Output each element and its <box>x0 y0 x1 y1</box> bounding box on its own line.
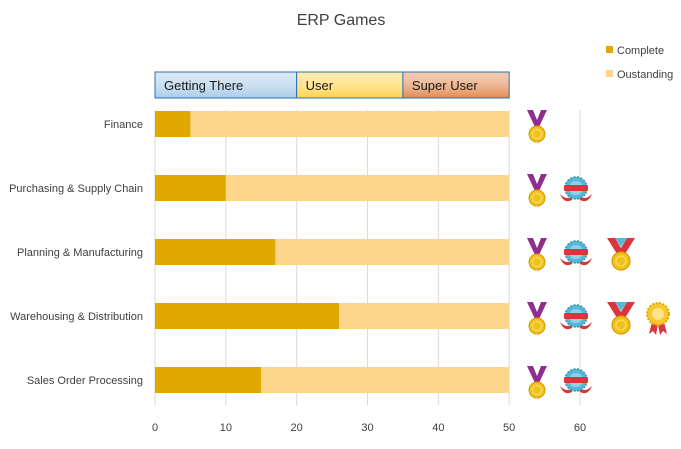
x-tick-label: 0 <box>152 422 158 434</box>
x-tick-label: 10 <box>220 422 232 434</box>
legend-label-outstanding: Oustanding <box>617 69 673 81</box>
gold-rosette-icon <box>646 302 670 335</box>
rosette-icon <box>560 240 592 266</box>
medal-icon <box>527 238 547 271</box>
medal-icon <box>527 302 547 335</box>
rosette-icon <box>560 368 592 394</box>
level-band-frame <box>296 71 404 99</box>
chart-title: ERP Games <box>297 12 386 29</box>
x-tick-label: 60 <box>574 422 586 434</box>
legend-label-complete: Complete <box>617 45 664 57</box>
legend: Complete Oustanding <box>606 45 673 81</box>
medal-icon <box>527 174 547 207</box>
bar-complete-purchasing-and-supply-chain <box>155 175 226 201</box>
bar-oustanding-purchasing-and-supply-chain <box>225 175 510 201</box>
bar-oustanding-finance <box>190 111 510 137</box>
category-label: Warehousing & Distribution <box>10 311 143 323</box>
bar-oustanding-planning-and-manufacturing <box>275 239 510 265</box>
rosette-icon <box>560 304 592 330</box>
rosette-icon <box>560 176 592 202</box>
category-labels: Finance Purchasing & Supply Chain Planning… <box>9 119 143 387</box>
badges <box>527 110 670 399</box>
ribbon-medal-icon <box>607 302 635 335</box>
category-label: Purchasing & Supply Chain <box>9 183 143 195</box>
medal-icon <box>527 366 547 399</box>
bar-complete-warehousing-and-distribution <box>155 303 340 329</box>
legend-swatch-complete <box>606 46 613 53</box>
x-tick-label: 30 <box>361 422 373 434</box>
level-band-frame <box>402 71 510 99</box>
bar-complete-planning-and-manufacturing <box>155 239 276 265</box>
bars <box>155 111 510 393</box>
ribbon-medal-icon <box>607 238 635 271</box>
level-band-label: User <box>306 78 334 93</box>
x-tick-label: 40 <box>432 422 444 434</box>
legend-swatch-outstanding <box>606 70 613 77</box>
category-label: Sales Order Processing <box>27 375 143 387</box>
category-label: Planning & Manufacturing <box>17 247 143 259</box>
bar-oustanding-sales-order-processing <box>261 367 510 393</box>
medal-icon <box>527 110 547 143</box>
bar-oustanding-warehousing-and-distribution <box>339 303 510 329</box>
bar-complete-sales-order-processing <box>155 367 262 393</box>
x-axis-ticks: 0 10 20 30 40 50 60 <box>152 422 586 434</box>
x-tick-label: 50 <box>503 422 515 434</box>
level-bands: Getting There User Super User <box>154 71 510 99</box>
category-label: Finance <box>104 119 143 131</box>
bar-complete-finance <box>155 111 191 137</box>
x-tick-label: 20 <box>291 422 303 434</box>
level-band-label: Getting There <box>164 78 243 93</box>
level-band-label: Super User <box>412 78 478 93</box>
